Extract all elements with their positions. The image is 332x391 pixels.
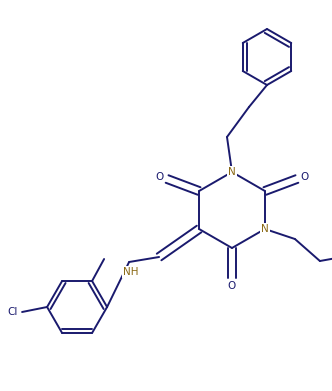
Text: Cl: Cl: [7, 307, 17, 317]
Text: NH: NH: [124, 267, 139, 277]
Text: N: N: [261, 224, 269, 234]
Text: O: O: [301, 172, 309, 182]
Text: O: O: [228, 281, 236, 291]
Text: N: N: [228, 167, 236, 177]
Text: O: O: [155, 172, 163, 182]
